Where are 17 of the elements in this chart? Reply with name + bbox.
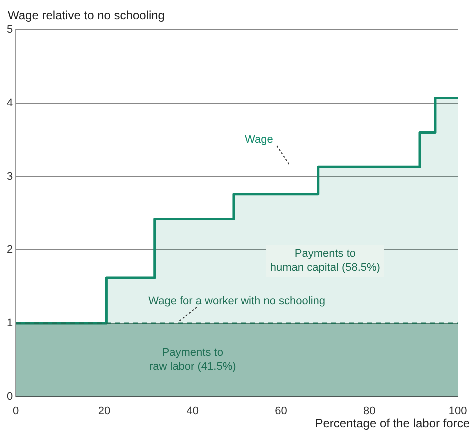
x-tick-label: 60 <box>275 405 288 418</box>
y-tick-label: 4 <box>6 97 14 110</box>
x-tick-label: 20 <box>98 405 111 418</box>
x-tick-label: 80 <box>364 405 376 418</box>
text: Wage <box>244 134 274 146</box>
annotation: Payments to raw labor (41.5%) <box>149 347 236 374</box>
y-tick-label: 5 <box>6 24 14 36</box>
x-tick-label: 100 <box>448 405 468 418</box>
y-tick-label: 2 <box>6 244 14 256</box>
y-tick-label: 1 <box>6 317 14 330</box>
y-axis-title: Wage relative to no schooling <box>8 8 165 22</box>
series-label: Wage for a worker with no schooling <box>148 295 326 308</box>
annotation: Payments to human capital (58.5%) <box>270 248 380 274</box>
y-tick-label: 3 <box>6 170 14 183</box>
x-axis-title: Percentage of the labor force <box>315 416 470 430</box>
x-tick-label: 40 <box>186 405 199 418</box>
y-tick-label: 0 <box>6 390 14 403</box>
